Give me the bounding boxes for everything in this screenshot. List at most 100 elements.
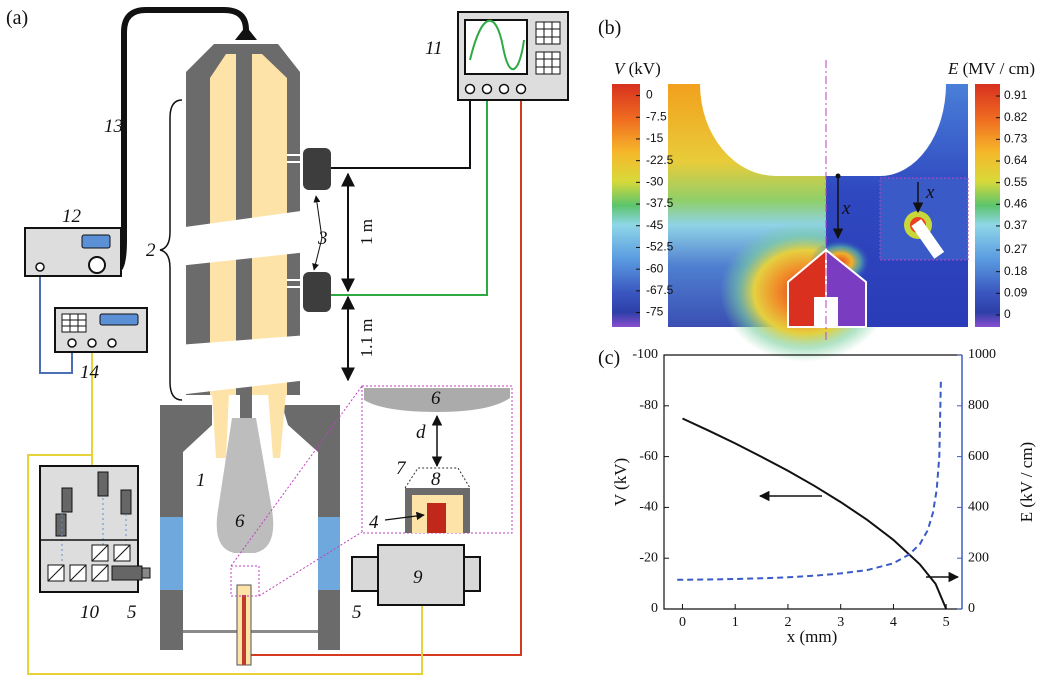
oscilloscope-part [536,22,560,44]
field-map: x x [612,60,1000,362]
y-axis-label: V (kV) [611,458,630,506]
colorbar-title: E (MV / cm) [947,59,1035,78]
colorbar-tick-label: 0.82 [1004,110,1028,124]
delay-unit-part [88,339,96,347]
distance-label: 1.1 m [357,319,376,358]
vacuum-chamber-part [212,393,229,458]
camera-part [352,557,378,591]
symbol: V [614,59,627,78]
oscilloscope-part [483,85,492,94]
part-label: 6 [431,388,441,409]
x-tick-label: 2 [784,615,791,630]
generator-part [89,257,105,273]
colorbar-tick-label: 0 [646,88,653,102]
x-tick-label: 1 [732,615,739,630]
colorbar-tick-label: 0.55 [1004,175,1028,189]
colorbar-tick-label: -15 [646,131,664,145]
x-axis-label: x (mm) [787,627,838,646]
gap-label: d [416,422,426,443]
field-map-part [975,84,1000,327]
delay-unit [55,308,147,352]
y-tick-label: -80 [639,398,658,413]
part-label: 4 [369,512,379,533]
colorbar-tick-label: 0.37 [1004,218,1028,232]
laser-system-part [121,490,131,514]
page: Figure html, body { margin: 0; padding: … [0,0,1043,682]
laser-system-part [62,488,72,512]
colorbar-tick-label: -75 [646,305,664,319]
generator [25,228,121,276]
panel-label: (a) [6,7,28,29]
colorbar-tick-label: -45 [646,218,664,232]
accelerator-column [178,44,308,395]
colorbar-tick-label: 0.91 [1004,88,1028,102]
distance-symbol: x [841,198,851,219]
vacuum-chamber-part [242,595,246,665]
y-tick-label: -40 [639,500,658,515]
part-label: 10 [80,602,100,623]
colorbar-tick-label: 0.73 [1004,132,1028,146]
camera-part [464,557,480,591]
sensors-part [303,148,331,190]
colorbar-tick-label: 0 [1004,307,1011,321]
y2-tick-label: 1000 [968,347,996,362]
y-tick-label: -100 [632,347,658,362]
y2-tick-label: 200 [968,550,989,565]
vacuum-chamber [160,386,362,665]
y2-tick-label: 0 [968,601,975,616]
generator-part [36,263,44,271]
colorbar-tick-label: -7.5 [646,109,667,123]
part-label: 3 [317,228,328,249]
figure: (a) (b) (c) [0,0,1043,682]
y-tick-label: -60 [639,449,658,464]
body: (a) (b) (c) [0,0,1043,682]
part-label: 13 [104,116,123,137]
data-line [683,419,947,610]
y2-tick-label: 400 [968,500,989,515]
generator-part [82,235,110,248]
distance-symbol: x [925,182,935,203]
vacuum-chamber-part [268,393,286,458]
part-label: 9 [413,567,423,588]
oscilloscope-part [536,52,560,74]
colorbar-tick-label: 0.27 [1004,242,1028,256]
colorbar-tick-label: 0.46 [1004,196,1028,210]
part-label: 1 [196,470,206,491]
laser-system [40,466,150,592]
y2-tick-label: 600 [968,449,989,464]
sensors-part [303,272,331,312]
zoom-inset-part [427,503,446,533]
oscilloscope [458,12,568,100]
wires-part [330,92,487,295]
colorbar-tick-label: 0.64 [1004,153,1028,167]
part-label: 6 [235,511,245,532]
laser-system-part [142,568,150,578]
part-label: 5 [352,602,362,623]
colorbar-tick-label: 0.09 [1004,285,1028,299]
field-map-part [700,84,946,176]
x-tick-label: 4 [890,615,897,630]
wires-part [330,92,470,168]
part-label: 14 [80,362,100,383]
x-tick-label: 3 [837,615,844,630]
oscilloscope-part [517,85,526,94]
distance-label: 1 m [357,219,376,245]
colorbar-tick-label: -30 [646,175,664,189]
delay-unit-part [100,314,138,325]
part-label: 12 [62,206,82,227]
colorbar-tick-label: -60 [646,261,664,275]
colorbar-tick-label: -52.5 [646,240,674,254]
colorbar-title: V (kV) [614,59,661,78]
panel-label: (b) [598,17,621,39]
vacuum-chamber-part [318,517,340,590]
colorbar-tick-label: 0.18 [1004,264,1028,278]
unit: (kV) [629,59,661,78]
oscilloscope-part [466,85,475,94]
panel-label: (c) [598,347,620,369]
unit: (MV / cm) [963,59,1035,78]
y-tick-label: 0 [651,601,658,616]
chart-frame [664,355,962,609]
part-label: 2 [146,240,156,261]
x-tick-label: 5 [943,615,950,630]
colorbar-tick-label: -67.5 [646,283,674,297]
